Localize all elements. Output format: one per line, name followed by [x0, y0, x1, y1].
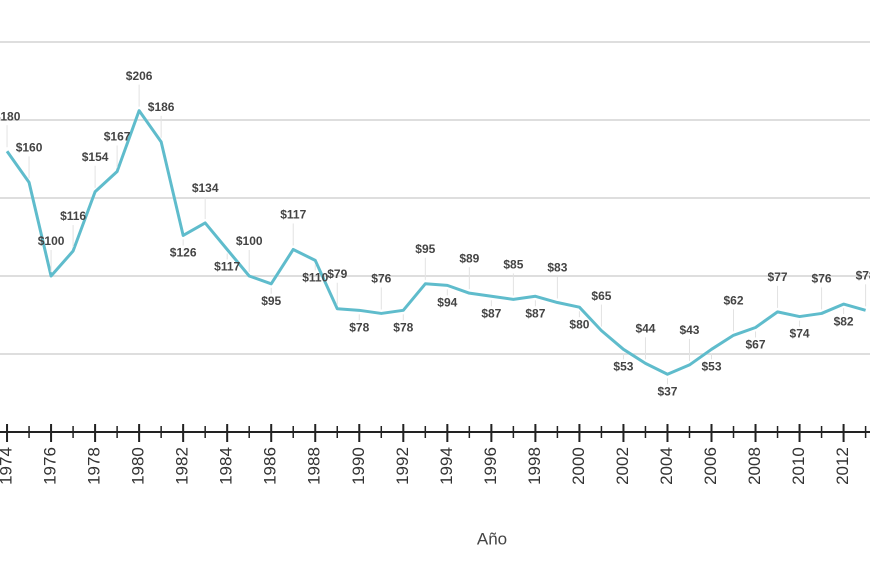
value-label: $117	[280, 208, 306, 222]
value-label: $87	[481, 306, 501, 320]
value-label: $167	[104, 130, 131, 144]
value-label: $78	[393, 320, 413, 334]
x-tick-label: 1992	[393, 447, 412, 485]
value-label: $37	[657, 384, 677, 398]
x-tick-label: 1986	[261, 447, 280, 485]
value-label: $79	[327, 267, 347, 281]
value-label: $154	[82, 150, 109, 164]
value-label: $67	[746, 338, 766, 352]
x-tick-label: 1998	[525, 447, 544, 485]
x-tick-label: 1978	[85, 447, 104, 485]
value-label: $94	[437, 296, 457, 310]
x-tick-label: 1990	[349, 447, 368, 485]
value-label: $78	[349, 320, 369, 334]
value-label: $76	[371, 272, 391, 286]
x-tick-label: 1994	[437, 447, 456, 485]
value-label: $117	[214, 260, 240, 274]
x-tick-label: 2004	[657, 447, 676, 485]
data-line	[5, 109, 867, 376]
value-label: $44	[635, 322, 655, 336]
value-label: $74	[790, 327, 810, 341]
value-label: $100	[236, 234, 263, 248]
value-label: $77	[768, 270, 788, 284]
value-label: $180	[0, 109, 21, 123]
value-label: $116	[60, 209, 86, 223]
value-label: $83	[547, 261, 567, 275]
value-label: $160	[16, 141, 43, 155]
value-label: $95	[261, 294, 281, 308]
value-label: $87	[525, 306, 545, 320]
x-axis-title: Año	[477, 529, 507, 548]
x-tick-label: 1996	[481, 447, 500, 485]
value-label: $62	[723, 293, 743, 307]
value-label: $78	[856, 268, 870, 282]
value-label: $53	[613, 359, 633, 373]
x-tick-label: 2002	[613, 447, 632, 485]
value-label: $53	[701, 359, 721, 373]
value-label: $206	[126, 69, 153, 83]
x-tick-label: 1976	[41, 447, 60, 485]
value-label: $89	[459, 251, 479, 265]
x-tick-label: 2006	[701, 447, 720, 485]
value-label: $43	[679, 323, 699, 337]
x-tick-label: 2008	[745, 447, 764, 485]
value-label: $76	[812, 272, 832, 286]
x-tick-label: 2012	[833, 447, 852, 485]
value-label: $65	[591, 289, 611, 303]
x-tick-label: 1984	[217, 447, 236, 485]
value-label: $126	[170, 246, 197, 260]
x-tick-label: 1980	[129, 447, 148, 485]
value-label: $80	[569, 317, 589, 331]
x-tick-label: 2000	[569, 447, 588, 485]
x-tick-label: 1974	[0, 447, 16, 485]
value-label: $95	[415, 242, 435, 256]
value-label: $82	[834, 314, 854, 328]
x-tick-label: 1982	[173, 447, 192, 485]
value-label: $110	[302, 271, 328, 285]
x-tick-label: 2010	[789, 447, 808, 485]
x-tick-label: 1988	[305, 447, 324, 485]
value-label: $85	[503, 258, 523, 272]
value-label: $134	[192, 181, 219, 195]
value-label: $100	[38, 234, 65, 248]
value-label: $186	[148, 100, 175, 114]
